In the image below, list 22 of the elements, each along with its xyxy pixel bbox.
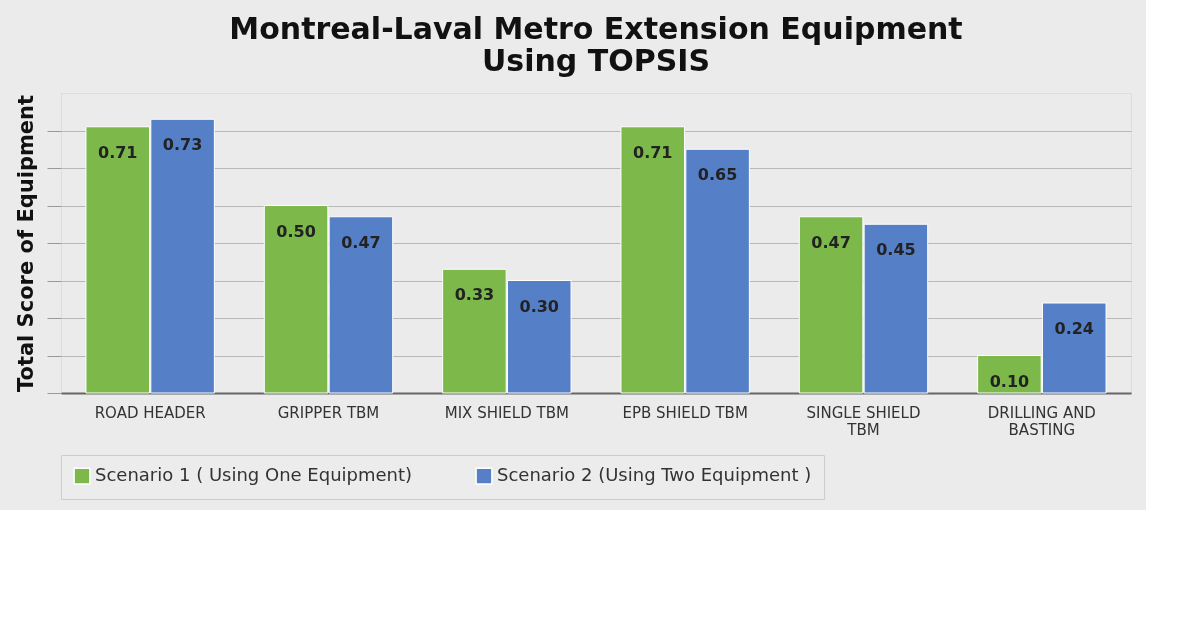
x-tick-label: SINGLE SHIELD TBM [806, 403, 921, 439]
x-tick-label: EPB SHIELD TBM [622, 403, 748, 422]
y-axis-title: Total Score of Equipment [14, 94, 38, 393]
legend-label: Scenario 2 (Using Two Equipment ) [497, 464, 812, 486]
data-label: 0.33 [454, 285, 495, 305]
data-label: 0.45 [876, 240, 916, 260]
legend-label: Scenario 1 ( Using One Equipment) [95, 464, 413, 486]
data-label: 0.65 [697, 165, 738, 185]
data-label: 0.71 [98, 142, 138, 162]
data-label: 0.10 [989, 371, 1030, 391]
data-label: 0.73 [162, 135, 203, 155]
chart-title: Montreal-Laval Metro Extension Equipment Using TOPSIS [229, 11, 963, 78]
x-tick-label: ROAD HEADER [94, 403, 206, 422]
data-label: 0.24 [1054, 319, 1094, 338]
data-label: 0.71 [633, 142, 673, 162]
x-tick-label: DRILLING AND BASTING [987, 403, 1096, 439]
x-tick-label: GRIPPER TBM [277, 403, 380, 422]
data-label: 0.47 [811, 232, 851, 252]
data-label: 0.30 [519, 296, 559, 316]
data-label: 0.47 [341, 232, 381, 252]
data-label: 0.50 [276, 221, 316, 241]
x-tick-label: MIX SHIELD TBM [444, 403, 569, 422]
